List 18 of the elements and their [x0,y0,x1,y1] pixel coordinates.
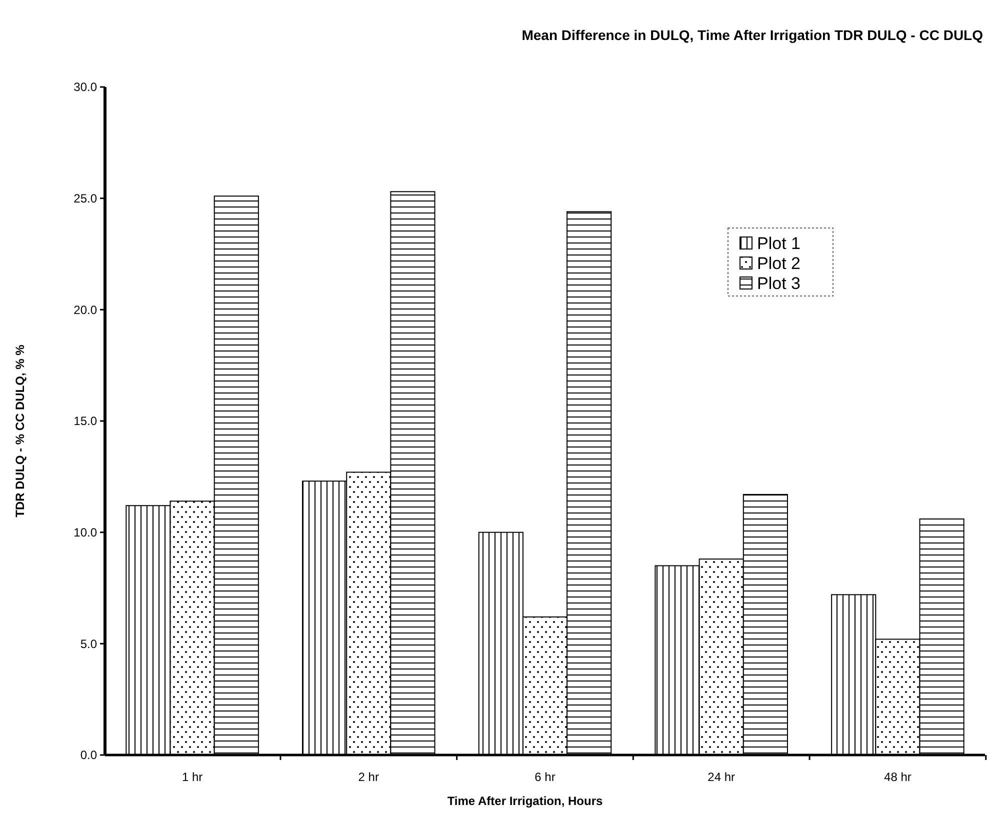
x-tick-label: 48 hr [884,770,912,784]
y-tick-label: 10.0 [74,526,98,540]
chart-title: Mean Difference in DULQ, Time After Irrigation TDR DULQ - CC DULQ [522,27,984,43]
legend-label: Plot 1 [757,234,800,253]
legend-label: Plot 2 [757,254,800,273]
x-tick-label: 6 hr [534,770,556,784]
x-tick-label: 24 hr [708,770,736,784]
y-tick-label: 30.0 [74,80,98,94]
y-axis-title: TDR DULQ - % CC DULQ, % % [13,344,27,518]
y-tick-label: 20.0 [74,302,98,317]
y-tick-label: 0.0 [80,748,98,762]
legend-label: Plot 3 [757,274,800,293]
x-axis-title: Time After Irrigation, Hours [447,794,603,808]
x-tick-label: 1 hr [182,770,203,784]
y-tick-label: 15.0 [74,414,98,428]
y-tick-label: 5.0 [80,636,98,651]
y-tick-label: 25.0 [74,192,98,206]
x-tick-label: 2 hr [358,770,379,784]
